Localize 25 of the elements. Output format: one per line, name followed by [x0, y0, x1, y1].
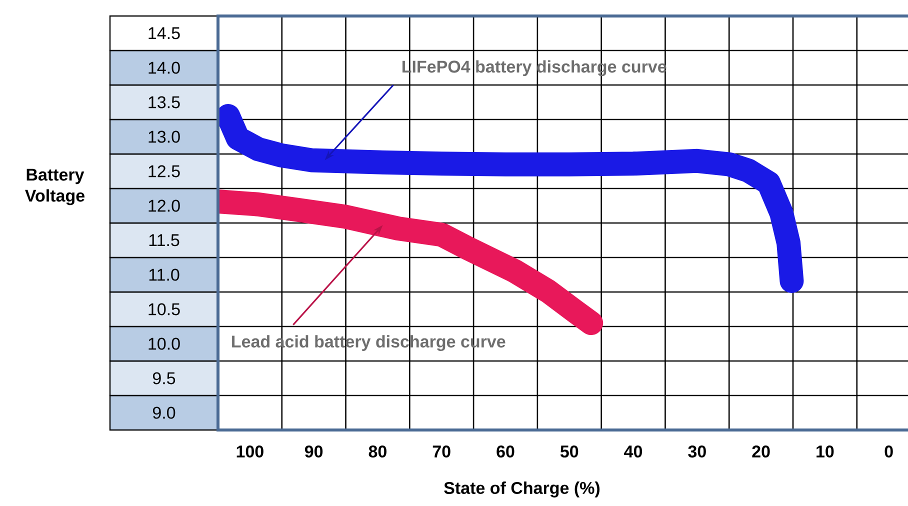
x-axis-title: State of Charge (%): [444, 482, 600, 498]
x-tick-label: 80: [368, 446, 386, 458]
x-tick-label: 30: [688, 446, 706, 458]
x-tick-label: 20: [752, 446, 770, 458]
y-tick-label: 12.0: [148, 200, 180, 212]
y-tick-label: 9.5: [152, 372, 176, 384]
y-tick-label: 12.5: [148, 165, 180, 178]
y-axis-title: Battery Voltage: [25, 168, 84, 206]
x-tick-label: 70: [432, 446, 450, 458]
y-tick-label: 11.5: [149, 234, 180, 246]
y-tick-label: 9.0: [152, 406, 176, 419]
y-tick-label: 14.0: [148, 62, 180, 74]
x-tick-label: 10: [816, 446, 834, 458]
y-tick-label: 11.0: [149, 268, 180, 281]
x-tick-label: 50: [560, 446, 578, 458]
y-tick-label: 14.5: [148, 27, 180, 40]
x-tick-label: 100: [236, 446, 264, 458]
y-tick-label: 13.0: [148, 130, 180, 143]
x-tick-label: 90: [304, 446, 323, 458]
x-tick-label: 40: [624, 446, 642, 458]
x-tick-label: 60: [496, 446, 514, 458]
y-tick-label: 13.5: [148, 96, 180, 108]
y-tick-label: 10.0: [148, 338, 180, 350]
x-tick-label: 0: [884, 446, 893, 458]
y-tick-label: 10.5: [148, 303, 180, 316]
